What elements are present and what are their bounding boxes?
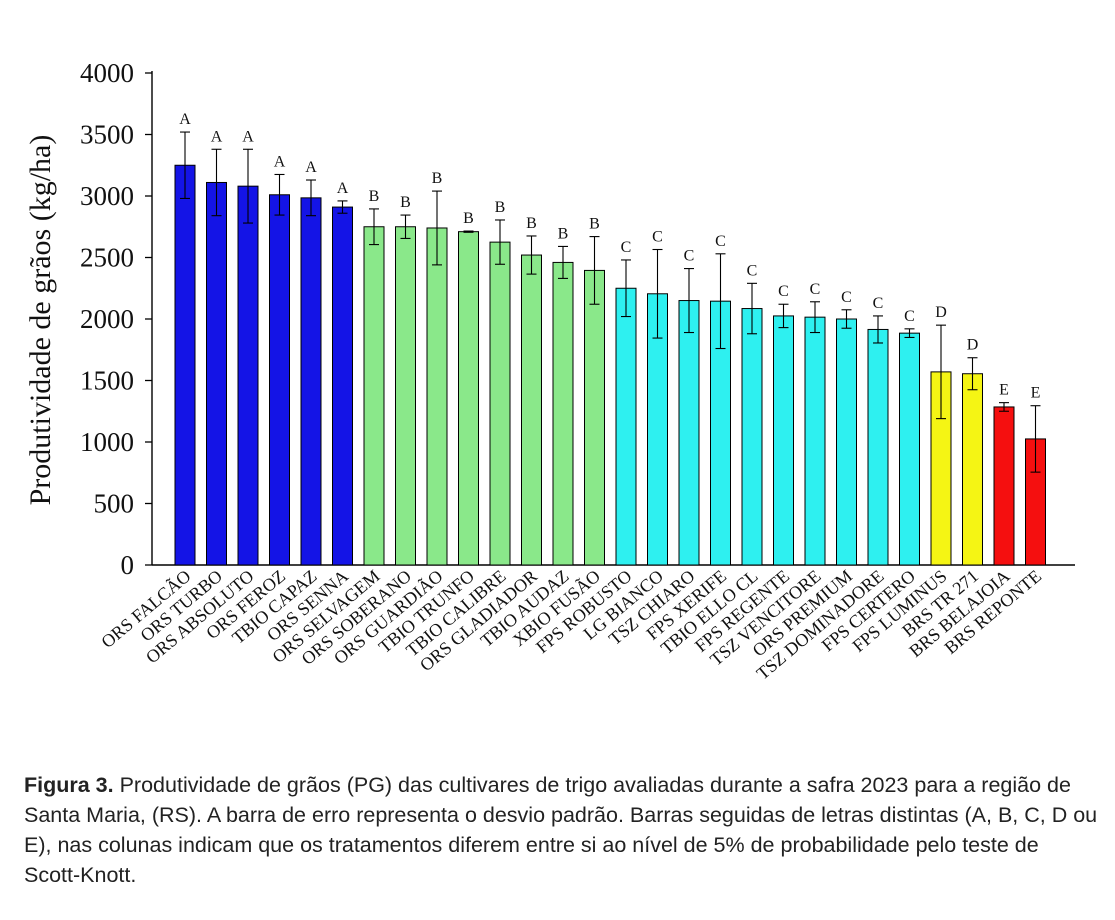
group-letter: B xyxy=(463,210,474,227)
group-letter: C xyxy=(810,281,821,298)
group-letter: B xyxy=(369,188,380,205)
bar xyxy=(552,261,574,566)
group-letter: C xyxy=(715,233,726,250)
bar xyxy=(615,287,637,566)
y-tick-label: 4000 xyxy=(80,58,134,88)
bar xyxy=(206,181,227,566)
bar xyxy=(584,269,605,566)
y-tick-label: 3000 xyxy=(80,181,134,211)
y-tick-label: 3500 xyxy=(80,120,134,150)
bar xyxy=(804,316,826,566)
group-letter: A xyxy=(305,159,317,176)
group-letter: C xyxy=(873,295,884,312)
group-letter: C xyxy=(747,262,758,279)
chart-area: 0 500 1000 1500 2000 2500 3000 3500 4000 A A A A A A B… xyxy=(24,58,1075,684)
bar xyxy=(521,254,542,566)
y-tick-label: 2500 xyxy=(80,243,134,273)
group-letter: C xyxy=(841,289,852,306)
group-letters: A A A A A A B B B B B B B B C C C C C C C C C C D D E E xyxy=(179,111,1040,402)
group-letter: A xyxy=(242,128,254,145)
bar xyxy=(237,185,259,566)
bar xyxy=(458,231,479,566)
group-letter: A xyxy=(274,153,286,170)
group-letter: C xyxy=(684,248,695,265)
bar xyxy=(836,318,857,566)
error-bars xyxy=(180,131,1041,473)
group-letter: B xyxy=(526,215,537,232)
bar xyxy=(395,226,416,566)
group-letter: B xyxy=(589,216,600,233)
group-letter: E xyxy=(1031,385,1041,402)
bar xyxy=(962,373,983,566)
group-letter: A xyxy=(211,128,223,145)
group-letter: B xyxy=(558,225,569,242)
y-tick-label: 0 xyxy=(121,550,135,580)
y-axis-label: Produtividade de grãos (kg/ha) xyxy=(24,135,57,506)
y-tick-label: 1500 xyxy=(80,366,134,396)
group-letter: C xyxy=(621,239,632,256)
bars xyxy=(174,164,1046,566)
bar xyxy=(741,308,763,566)
caption-text: Produtividade de grãos (PG) das cultivar… xyxy=(24,773,1098,887)
y-axis-ticks: 0 500 1000 1500 2000 2500 3000 3500 4000 xyxy=(80,58,152,580)
bar xyxy=(489,241,511,566)
y-tick-label: 2000 xyxy=(80,304,134,334)
group-letter: C xyxy=(778,283,789,300)
bar xyxy=(678,300,700,566)
bar-chart: 0 500 1000 1500 2000 2500 3000 3500 4000 A A A A A A B… xyxy=(24,58,1075,684)
group-letter: A xyxy=(337,180,349,197)
bar xyxy=(269,194,290,566)
bar xyxy=(332,206,353,566)
y-tick-label: 500 xyxy=(94,489,135,519)
y-tick-label: 1000 xyxy=(80,427,134,457)
group-letter: E xyxy=(999,382,1009,399)
caption-label: Figura 3. xyxy=(24,773,114,797)
bar xyxy=(899,332,920,566)
group-letter: B xyxy=(432,170,443,187)
bar xyxy=(867,328,889,566)
group-letter: B xyxy=(400,194,411,211)
group-letter: D xyxy=(967,337,979,354)
group-letter: B xyxy=(495,199,506,216)
bar xyxy=(174,164,196,566)
bar xyxy=(773,315,794,566)
group-letter: D xyxy=(935,304,947,321)
bar xyxy=(426,227,448,566)
bar xyxy=(300,197,322,566)
bar xyxy=(363,226,385,566)
figure-caption: Figura 3. Produtividade de grãos (PG) da… xyxy=(24,770,1099,890)
group-letter: A xyxy=(179,111,191,128)
group-letter: C xyxy=(652,229,663,246)
group-letter: C xyxy=(904,308,915,325)
bar xyxy=(993,406,1015,566)
